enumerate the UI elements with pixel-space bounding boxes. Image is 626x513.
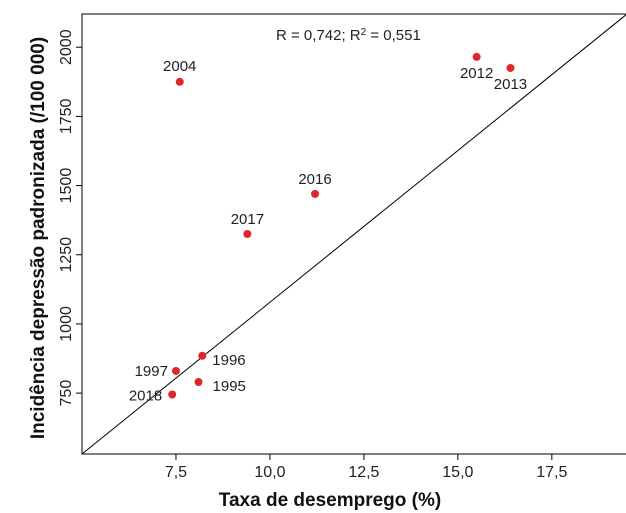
data-point-1995 bbox=[194, 378, 203, 387]
y-axis-title: Incidência depressão padronizada (/100 0… bbox=[28, 37, 49, 439]
x-tick-label: 7,5 bbox=[165, 464, 187, 481]
y-tick-label: 750 bbox=[58, 380, 75, 407]
data-point-2013 bbox=[506, 63, 515, 72]
point-label-2016: 2016 bbox=[298, 171, 331, 188]
y-tick-label: 2000 bbox=[58, 29, 75, 65]
point-label-2012: 2012 bbox=[460, 65, 493, 82]
stat-box bbox=[262, 19, 454, 49]
data-point-1996 bbox=[198, 351, 207, 360]
y-tick-label: 1750 bbox=[58, 98, 75, 134]
point-label-1995: 1995 bbox=[213, 378, 246, 395]
y-tick-label: 1500 bbox=[58, 168, 75, 204]
data-point-2017 bbox=[243, 230, 252, 238]
stat-r2-sup: 2 bbox=[361, 27, 367, 38]
fit-line bbox=[81, 14, 626, 455]
stat-r-text: R = 0,742; R bbox=[276, 27, 361, 44]
x-tick-label: 12,5 bbox=[348, 464, 379, 481]
stat-annotation: R = 0,742; R2 = 0,551 bbox=[276, 27, 421, 45]
x-tick-label: 15,0 bbox=[442, 464, 473, 481]
x-tick-label: 10,0 bbox=[254, 464, 285, 481]
x-axis-ticks: 7,5 10,0 12,5 15,0 17,5 bbox=[165, 454, 567, 481]
x-tick-label: 17,5 bbox=[536, 464, 567, 481]
stat-r2-rest: = 0,551 bbox=[366, 27, 421, 44]
point-label-2013: 2013 bbox=[494, 76, 527, 93]
point-label-2018: 2018 bbox=[129, 388, 162, 405]
data-point-2012 bbox=[472, 52, 481, 61]
y-axis-ticks: 750 1000 1250 1500 1750 2000 bbox=[58, 29, 82, 406]
y-tick-label: 1000 bbox=[58, 306, 75, 342]
data-point-2016 bbox=[311, 189, 320, 198]
point-label-2017: 2017 bbox=[231, 211, 264, 228]
x-axis-title: Taxa de desemprego (%) bbox=[219, 490, 441, 511]
y-tick-label: 1250 bbox=[58, 237, 75, 273]
point-label-1997: 1997 bbox=[135, 363, 168, 380]
data-point-1997 bbox=[171, 366, 180, 375]
point-label-1996: 1996 bbox=[212, 352, 245, 369]
data-point-2018 bbox=[168, 390, 177, 399]
data-point-2004 bbox=[175, 77, 184, 86]
point-label-2004: 2004 bbox=[163, 58, 196, 75]
plot-frame bbox=[81, 13, 626, 455]
